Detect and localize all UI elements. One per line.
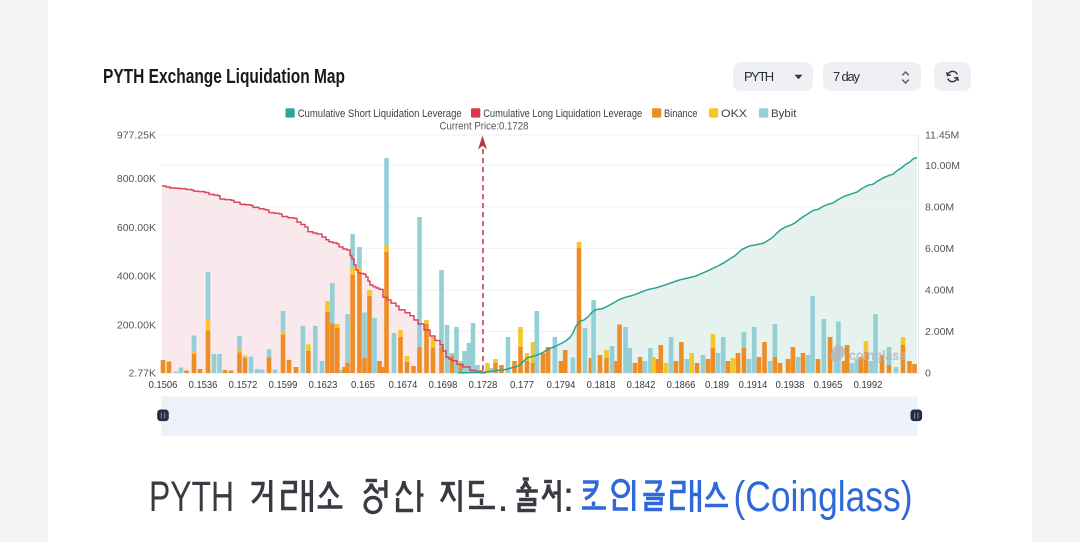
svg-text:0.1866: 0.1866 <box>667 379 696 391</box>
svg-text:10.00M: 10.00M <box>925 160 960 172</box>
svg-text:0.177: 0.177 <box>510 379 534 391</box>
svg-text:800.00K: 800.00K <box>117 173 156 185</box>
svg-text:0.1728: 0.1728 <box>469 379 498 391</box>
svg-text:0.1536: 0.1536 <box>189 379 218 391</box>
svg-text:coinglass: coinglass <box>849 348 906 363</box>
svg-text:2.00M: 2.00M <box>925 326 954 338</box>
svg-text:Cumulative Short Liquidation L: Cumulative Short Liquidation Leverage <box>298 108 462 120</box>
svg-text:11.45M: 11.45M <box>925 130 959 142</box>
svg-text:977.25K: 977.25K <box>117 130 156 142</box>
svg-text:0.1623: 0.1623 <box>309 379 338 391</box>
svg-text:0.1674: 0.1674 <box>389 379 418 391</box>
svg-text:6.00M: 6.00M <box>925 243 954 255</box>
svg-text:.: . <box>497 473 509 521</box>
svg-text:600.00K: 600.00K <box>117 222 156 234</box>
svg-text:0.1842: 0.1842 <box>627 379 656 391</box>
svg-text:0.189: 0.189 <box>705 379 729 391</box>
svg-text:OKX: OKX <box>721 108 748 120</box>
svg-text:Cumulative Long Liquidation Le: Cumulative Long Liquidation Leverage <box>483 108 642 120</box>
svg-text:0.165: 0.165 <box>351 379 375 391</box>
svg-text:(Coinglass): (Coinglass) <box>734 473 913 521</box>
svg-text:0.1599: 0.1599 <box>269 379 298 391</box>
svg-text:PYTH: PYTH <box>149 473 234 521</box>
svg-text:400.00K: 400.00K <box>117 271 156 283</box>
svg-text:0.1938: 0.1938 <box>776 379 805 391</box>
svg-text:4.00M: 4.00M <box>925 285 954 297</box>
svg-text:Bybit: Bybit <box>771 108 797 120</box>
svg-text:0.1794: 0.1794 <box>547 379 576 391</box>
svg-text:0.1506: 0.1506 <box>149 379 178 391</box>
svg-text:Binance: Binance <box>664 108 698 120</box>
svg-text:200.00K: 200.00K <box>117 320 156 332</box>
svg-text:PYTH Exchange Liquidation Map: PYTH Exchange Liquidation Map <box>103 65 345 88</box>
svg-text:0.1818: 0.1818 <box>587 379 616 391</box>
svg-text::: : <box>563 473 575 521</box>
svg-text:0.1698: 0.1698 <box>429 379 458 391</box>
svg-text:0.1572: 0.1572 <box>229 379 258 391</box>
svg-text:0.1992: 0.1992 <box>854 379 883 391</box>
svg-text:0.1965: 0.1965 <box>814 379 843 391</box>
svg-text:8.00M: 8.00M <box>925 201 954 213</box>
svg-text:0: 0 <box>925 368 931 380</box>
svg-text:2.77K: 2.77K <box>129 368 156 380</box>
svg-text:Current Price:0.1728: Current Price:0.1728 <box>440 120 529 132</box>
svg-text:0.1914: 0.1914 <box>739 379 768 391</box>
